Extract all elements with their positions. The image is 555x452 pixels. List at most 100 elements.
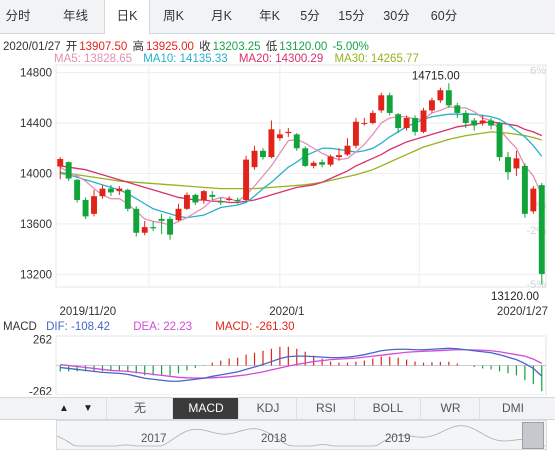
- candle-body: [82, 199, 89, 217]
- candle-body: [74, 179, 81, 200]
- date-label-1: 2019/11/20: [59, 306, 116, 318]
- indicator-tab-macd[interactable]: MACD: [172, 398, 239, 419]
- max-price-label: 14715.00: [412, 70, 460, 82]
- candle-body: [327, 156, 334, 165]
- ma-legend: MA5: 13828.65 MA10: 14135.33 MA20: 14300…: [54, 53, 427, 65]
- nav-year-2017: 2017: [141, 433, 167, 445]
- close-label: 收: [199, 41, 211, 53]
- min-price-label: 13120.00: [491, 291, 539, 303]
- navigator-handle[interactable]: [522, 422, 544, 449]
- pct-tick: 6%: [530, 65, 546, 77]
- ma30-legend: MA30: 14265.77: [334, 53, 419, 65]
- tab-7[interactable]: 5分: [300, 9, 320, 23]
- high-value: 13925.00: [145, 41, 194, 53]
- tab-4[interactable]: 周K: [163, 9, 184, 23]
- indicator-tab-boll[interactable]: BOLL: [354, 398, 421, 419]
- indicator-tab-rsi[interactable]: RSI: [296, 398, 355, 419]
- candle-body: [437, 90, 444, 101]
- tab-2[interactable]: 年线: [62, 9, 88, 23]
- ma5-legend: MA5: 13828.65: [54, 53, 133, 65]
- price-tick-14000: 14000: [20, 168, 52, 180]
- ma30-line: [60, 131, 542, 190]
- tab-3[interactable]: 日K: [104, 0, 150, 34]
- candle-body: [133, 208, 140, 233]
- indicator-tab-无[interactable]: 无: [106, 398, 173, 419]
- tab-1[interactable]: 分时: [5, 9, 31, 23]
- nav-year-2019: 2019: [385, 433, 411, 445]
- candle-body: [183, 194, 190, 209]
- pct-tick: -5%: [526, 279, 546, 291]
- candle-body: [158, 218, 165, 221]
- candle-body: [369, 112, 376, 124]
- ma10-legend: MA10: 14135.33: [143, 53, 228, 65]
- macd-info: MACD DIF: -108.42 DEA: 22.23 MACD: -261.…: [3, 321, 301, 333]
- candle-body: [378, 95, 385, 111]
- candle-body: [361, 123, 368, 125]
- indicator-bar: ▲ ▼ 无 MACD KDJ RSI BOLL WR DMI: [0, 397, 555, 420]
- arrow-down-icon[interactable]: ▼: [83, 403, 93, 414]
- indicator-tab-kdj[interactable]: KDJ: [238, 398, 297, 419]
- dif-value: DIF: -108.42: [46, 321, 110, 333]
- quote-info: 2020/01/27 开 13907.50 高 13925.00 收 13203.25…: [3, 38, 371, 54]
- candle-body: [175, 208, 182, 221]
- candle-body: [209, 194, 216, 197]
- candle-body: [336, 155, 342, 158]
- candle-body: [319, 162, 326, 165]
- arrow-up-icon[interactable]: ▲: [59, 403, 69, 414]
- navigator-sparkline: [57, 425, 546, 447]
- low-value: 13120.00: [279, 41, 328, 53]
- tab-9[interactable]: 30分: [383, 9, 410, 23]
- candle-body: [513, 158, 520, 169]
- candle-body: [99, 188, 106, 197]
- candle-body: [57, 158, 64, 167]
- candle-body: [496, 123, 503, 158]
- candle-body: [479, 120, 486, 124]
- nav-year-2018: 2018: [261, 433, 287, 445]
- candle-body: [386, 95, 393, 113]
- ma20-legend: MA20: 14300.29: [238, 53, 324, 65]
- candle-body: [107, 188, 114, 193]
- open-label: 开: [65, 41, 78, 53]
- candle-body: [293, 134, 300, 149]
- macd-title: MACD: [3, 321, 37, 333]
- macd-tick--262: -262: [29, 386, 52, 395]
- candle-body: [150, 227, 157, 229]
- candle-body: [420, 110, 427, 132]
- candle-body: [352, 121, 359, 146]
- candle-body: [428, 100, 435, 111]
- dea-value: DEA: 22.23: [133, 321, 193, 333]
- macd-value: MACD: -261.30: [215, 321, 295, 333]
- tab-5[interactable]: 月K: [211, 9, 232, 23]
- candle-body: [488, 120, 495, 126]
- candle-body: [530, 188, 537, 212]
- indicator-tab-wr[interactable]: WR: [420, 398, 480, 419]
- date-label-3: 2020/1/27: [497, 306, 548, 318]
- candle-body: [521, 165, 528, 214]
- tab-8[interactable]: 15分: [338, 9, 365, 23]
- candle-body: [268, 129, 275, 158]
- candle-body: [260, 150, 266, 158]
- candle-body: [403, 117, 410, 129]
- candle-body: [124, 189, 131, 209]
- high-label: 高: [132, 41, 144, 53]
- price-tick-13600: 13600: [20, 219, 52, 231]
- low-label: 低: [265, 41, 278, 53]
- candle-body: [226, 198, 233, 200]
- price-frame: [55, 64, 547, 288]
- quote-date: 2020/01/27: [3, 41, 61, 53]
- price-tick-13200: 13200: [20, 269, 52, 281]
- candle-body: [234, 199, 241, 202]
- candle-body: [505, 157, 511, 173]
- timeline-navigator[interactable]: [56, 420, 547, 450]
- candle-body: [167, 218, 174, 235]
- dea-line: [60, 349, 543, 379]
- candle-body: [395, 114, 402, 129]
- ma5-line: [59, 105, 543, 226]
- candle-body: [116, 188, 123, 192]
- candle-body: [462, 112, 469, 124]
- indicator-tab-dmi[interactable]: DMI: [479, 398, 546, 419]
- dif-line: [60, 347, 543, 382]
- tab-10[interactable]: 60分: [430, 9, 458, 23]
- tab-6[interactable]: 年K: [259, 9, 280, 23]
